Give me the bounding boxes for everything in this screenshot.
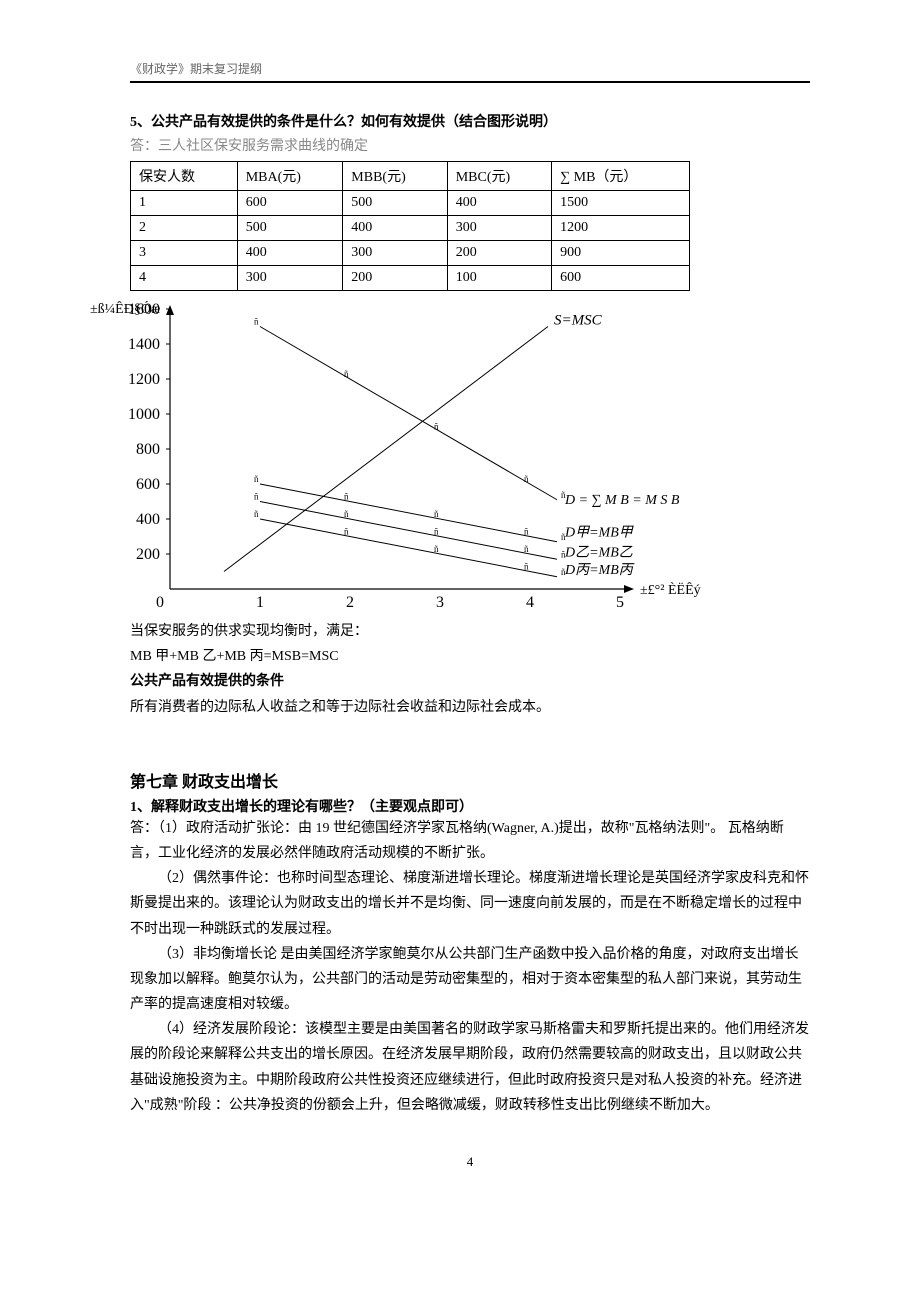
svg-text:1000: 1000 bbox=[128, 406, 160, 423]
svg-text:1200: 1200 bbox=[128, 371, 160, 388]
svg-text:5: 5 bbox=[616, 594, 624, 611]
svg-text:1400: 1400 bbox=[128, 336, 160, 353]
svg-text:ñ: ñ bbox=[434, 509, 439, 519]
td: 200 bbox=[447, 241, 551, 266]
svg-text:ñ: ñ bbox=[254, 509, 259, 519]
ch7-p4: （4）经济发展阶段论：该模型主要是由美国著名的财政学家马斯格雷夫和罗斯托提出来的… bbox=[130, 1017, 810, 1118]
svg-text:200: 200 bbox=[136, 546, 160, 563]
svg-text:1: 1 bbox=[256, 594, 264, 611]
td: 1500 bbox=[552, 191, 690, 216]
svg-text:ñ: ñ bbox=[434, 422, 439, 432]
svg-text:ñ: ñ bbox=[344, 527, 349, 537]
svg-text:D甲=MB甲: D甲=MB甲 bbox=[564, 526, 634, 541]
svg-text:ñ: ñ bbox=[344, 369, 349, 379]
table-header-row: 保安人数 MBA(元) MBB(元) MBC(元) ∑ MB（元） bbox=[131, 162, 690, 191]
td: 1 bbox=[131, 191, 238, 216]
table-row: 1 600 500 400 1500 bbox=[131, 191, 690, 216]
td: 4 bbox=[131, 266, 238, 291]
ch7-p1-body: （1）政府活动扩张论：由 19 世纪德国经济学家瓦格纳(Wagner, A.)提… bbox=[130, 821, 784, 861]
eqn-line-2: MB 甲+MB 乙+MB 丙=MSB=MSC bbox=[130, 644, 810, 669]
page-number: 4 bbox=[130, 1154, 810, 1170]
td: 600 bbox=[237, 191, 343, 216]
table-row: 2 500 400 300 1200 bbox=[131, 216, 690, 241]
td: 200 bbox=[343, 266, 447, 291]
q5-table: 保安人数 MBA(元) MBB(元) MBC(元) ∑ MB（元） 1 600 … bbox=[130, 161, 690, 291]
svg-text:ñ: ñ bbox=[524, 474, 529, 484]
svg-text:ñ: ñ bbox=[254, 492, 259, 502]
svg-text:ñ: ñ bbox=[254, 317, 259, 327]
ch7-q1: 1、解释财政支出增长的理论有哪些？（主要观点即可） bbox=[130, 796, 810, 816]
td: 500 bbox=[343, 191, 447, 216]
td: 2 bbox=[131, 216, 238, 241]
answer-prefix: 答： bbox=[130, 821, 158, 836]
q5-chart: 2004006008001000120014001600012345±ß¼ÊÐ§… bbox=[80, 299, 810, 619]
svg-text:S=MSC: S=MSC bbox=[554, 313, 603, 329]
svg-text:D = ∑ M B = M S B: D = ∑ M B = M S B bbox=[564, 493, 680, 508]
page-header: 《财政学》期末复习提纲 bbox=[130, 60, 810, 83]
condition-body: 所有消费者的边际私人收益之和等于边际社会收益和边际社会成本。 bbox=[130, 695, 810, 720]
svg-text:D乙=MB乙: D乙=MB乙 bbox=[564, 545, 633, 560]
q5-title: 5、公共产品有效提供的条件是什么？如何有效提供（结合图形说明） bbox=[130, 111, 810, 131]
th: MBB(元) bbox=[343, 162, 447, 191]
th: ∑ MB（元） bbox=[552, 162, 690, 191]
ch7-p3: （3）非均衡增长论 是由美国经济学家鲍莫尔从公共部门生产函数中投入品价格的角度，… bbox=[130, 942, 810, 1018]
svg-text:ñ: ñ bbox=[524, 544, 529, 554]
table-row: 3 400 300 200 900 bbox=[131, 241, 690, 266]
q5-answer-intro: 答：三人社区保安服务需求曲线的确定 bbox=[130, 135, 810, 155]
svg-text:ñ: ñ bbox=[434, 544, 439, 554]
svg-text:400: 400 bbox=[136, 511, 160, 528]
td: 1200 bbox=[552, 216, 690, 241]
td: 400 bbox=[447, 191, 551, 216]
td: 400 bbox=[343, 216, 447, 241]
svg-text:ñ: ñ bbox=[344, 492, 349, 502]
td: 500 bbox=[237, 216, 343, 241]
condition-title: 公共产品有效提供的条件 bbox=[130, 669, 810, 694]
table-row: 4 300 200 100 600 bbox=[131, 266, 690, 291]
td: 3 bbox=[131, 241, 238, 266]
svg-text:2: 2 bbox=[346, 594, 354, 611]
td: 300 bbox=[447, 216, 551, 241]
svg-text:±£°² ÈËÊý: ±£°² ÈËÊý bbox=[640, 581, 701, 598]
td: 100 bbox=[447, 266, 551, 291]
td: 600 bbox=[552, 266, 690, 291]
td: 900 bbox=[552, 241, 690, 266]
svg-text:600: 600 bbox=[136, 476, 160, 493]
svg-text:D丙=MB丙: D丙=MB丙 bbox=[564, 563, 635, 578]
svg-text:ñ: ñ bbox=[524, 562, 529, 572]
svg-text:±ß¼ÊÐ§Óæ: ±ß¼ÊÐ§Óæ bbox=[90, 300, 160, 317]
th: 保安人数 bbox=[131, 162, 238, 191]
td: 300 bbox=[343, 241, 447, 266]
ch7-p2: （2）偶然事件论：也称时间型态理论、梯度渐进增长理论。梯度渐进增长理论是英国经济… bbox=[130, 866, 810, 942]
ch7-title: 第七章 财政支出增长 bbox=[130, 768, 810, 792]
th: MBA(元) bbox=[237, 162, 343, 191]
svg-text:ñ: ñ bbox=[254, 474, 259, 484]
ch7-p1: 答：（1）政府活动扩张论：由 19 世纪德国经济学家瓦格纳(Wagner, A.… bbox=[130, 816, 810, 866]
svg-text:3: 3 bbox=[436, 594, 444, 611]
svg-text:0: 0 bbox=[156, 594, 164, 611]
svg-text:ñ: ñ bbox=[434, 527, 439, 537]
td: 300 bbox=[237, 266, 343, 291]
td: 400 bbox=[237, 241, 343, 266]
svg-text:4: 4 bbox=[526, 594, 534, 611]
chart-svg: 2004006008001000120014001600012345±ß¼ÊÐ§… bbox=[80, 299, 800, 619]
eqn-line-1: 当保安服务的供求实现均衡时，满足： bbox=[130, 619, 810, 644]
th: MBC(元) bbox=[447, 162, 551, 191]
svg-text:ñ: ñ bbox=[524, 527, 529, 537]
svg-text:800: 800 bbox=[136, 441, 160, 458]
svg-text:ñ: ñ bbox=[344, 509, 349, 519]
